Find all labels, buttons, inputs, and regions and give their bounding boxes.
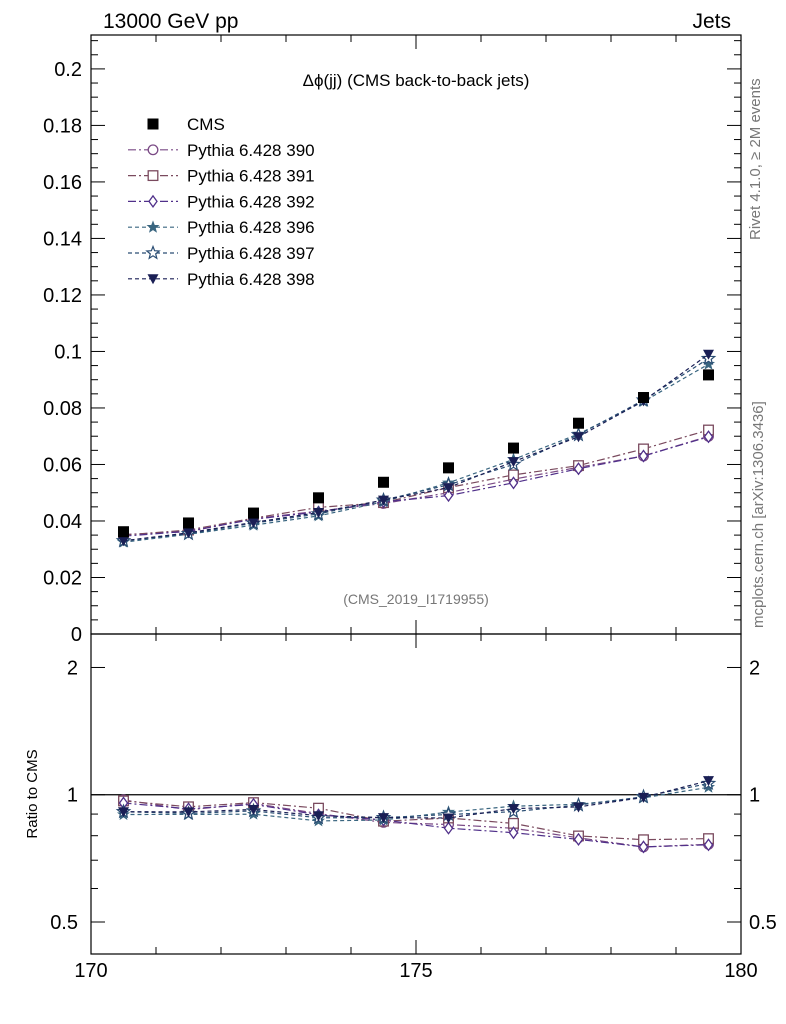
axis-ticks bbox=[90, 35, 742, 954]
legend-item-pythia-6-428-396-label: Pythia 6.428 396 bbox=[187, 218, 315, 237]
x-tick-label: 170 bbox=[74, 960, 107, 982]
legend-item-pythia-6-428-391-marker bbox=[147, 170, 159, 182]
ratio-y-tick-label-right: 2 bbox=[749, 657, 760, 679]
tick-labels: 170 175 180 0 0.02 0.04 0.06 0.08 0.1 0.12 0.14 0.1… bbox=[43, 59, 777, 982]
series-pythia-6-428-390-ratio-line bbox=[123, 799, 709, 848]
legend-item-pythia-6-428-390-marker bbox=[147, 144, 159, 156]
series-pythia-6-428-398-ratio-point bbox=[638, 792, 649, 803]
y-tick-label: 0 bbox=[71, 624, 82, 646]
series-pythia-6-428-391-ratio-line bbox=[123, 800, 709, 841]
mcplots-label: mcplots.cern.ch [arXiv:1306.3436] bbox=[750, 401, 767, 628]
cms-data-point bbox=[638, 392, 649, 404]
series-pythia-6-428-392-line bbox=[123, 436, 709, 537]
legend-item-pythia-6-428-392-label: Pythia 6.428 392 bbox=[187, 192, 315, 211]
cms-data-point bbox=[508, 442, 519, 454]
cms-data-point bbox=[248, 507, 259, 519]
legend-item-pythia-6-428-390-label: Pythia 6.428 390 bbox=[187, 141, 315, 160]
rivet-version-label: Rivet 4.1.0, ≥ 2M events bbox=[747, 78, 764, 240]
legend-item-pythia-6-428-398-marker bbox=[147, 274, 159, 285]
y-tick-label: 0.2 bbox=[54, 59, 82, 81]
series-pythia-6-428-398-ratio-point bbox=[703, 776, 714, 787]
series-pythia-6-428-392-point bbox=[638, 449, 649, 463]
y-tick-label: 0.08 bbox=[43, 398, 82, 420]
ratio-y-tick-label: 0.5 bbox=[50, 912, 78, 934]
series-pythia-6-428-392-point bbox=[443, 488, 454, 503]
cms-data-point bbox=[313, 492, 324, 504]
series-pythia-6-428-398-line bbox=[123, 353, 709, 542]
y-tick-label: 0.14 bbox=[43, 228, 82, 250]
series-pythia-6-428-398-point bbox=[573, 432, 584, 443]
series-pythia-6-428-392-point bbox=[508, 476, 519, 490]
series-pythia-6-428-398-ratio-point bbox=[378, 813, 389, 824]
series-pythia-6-428-398-ratio-point bbox=[508, 804, 519, 815]
x-tick-label: 180 bbox=[724, 960, 757, 982]
series-pythia-6-428-398-point bbox=[703, 349, 714, 360]
cms-data-point bbox=[573, 417, 584, 429]
legend: CMS Pythia 6.428 390 Pythia 6.428 391 Pythi… bbox=[128, 115, 315, 289]
series-pythia-6-428-398-ratio-point bbox=[313, 811, 324, 822]
series-pythia-6-428-398-point bbox=[313, 508, 324, 519]
series-pythia-6-428-398-ratio-point bbox=[183, 807, 194, 818]
series-pythia-6-428-398-point bbox=[443, 483, 454, 494]
y-tick-label: 0.16 bbox=[43, 172, 82, 194]
cms-data-point bbox=[118, 526, 129, 538]
series-pythia-6-428-392-point bbox=[573, 462, 584, 476]
plot-title: Δϕ(jj) (CMS back-to-back jets) bbox=[303, 71, 530, 90]
series-pythia-6-428-396-line bbox=[123, 363, 709, 543]
series-pythia-6-428-396-point bbox=[701, 357, 716, 370]
series-pythia-6-428-397-line bbox=[123, 357, 709, 542]
series-pythia-6-428-392-ratio-point bbox=[573, 832, 584, 846]
ratio-y-tick-label: 2 bbox=[67, 657, 78, 679]
series-pythia-6-428-398-ratio-point bbox=[118, 807, 129, 818]
y-tick-label: 0.12 bbox=[43, 285, 82, 307]
y-tick-label: 0.1 bbox=[54, 341, 82, 363]
legend-item-pythia-6-428-396-marker bbox=[146, 220, 160, 233]
cms-data-point bbox=[703, 369, 714, 381]
series-pythia-6-428-392-ratio-line bbox=[123, 802, 709, 848]
series-pythia-6-428-392-point bbox=[703, 430, 714, 444]
y-tick-label: 0.04 bbox=[43, 511, 82, 533]
header-category-label: Jets bbox=[692, 10, 731, 33]
legend-item-cms-marker bbox=[147, 118, 159, 130]
series-pythia-6-428-391-line bbox=[123, 429, 709, 536]
y-tick-label: 0.18 bbox=[43, 115, 82, 137]
y-tick-label: 0.02 bbox=[43, 567, 82, 589]
series-pythia-6-428-390-line bbox=[123, 435, 709, 536]
legend-item-pythia-6-428-392-marker bbox=[148, 194, 158, 209]
series-pythia-6-428-398-point bbox=[118, 536, 129, 547]
cms-data-point bbox=[378, 476, 389, 488]
series-pythia-6-428-398-point bbox=[248, 517, 259, 528]
series-pythia-6-428-398-point bbox=[378, 495, 389, 506]
series-pythia-6-428-398-ratio-point bbox=[248, 804, 259, 815]
series-pythia-6-428-392-ratio-point bbox=[443, 821, 454, 835]
series-pythia-6-428-398-point bbox=[183, 528, 194, 539]
main-series-layer bbox=[115, 349, 717, 548]
legend-item-pythia-6-428-398-label: Pythia 6.428 398 bbox=[187, 270, 315, 289]
cms-data-point bbox=[183, 517, 194, 529]
analysis-watermark: (CMS_2019_I1719955) bbox=[343, 591, 489, 607]
series-pythia-6-428-398-point bbox=[508, 457, 519, 468]
cms-data-point bbox=[443, 462, 454, 474]
legend-item-pythia-6-428-397-label: Pythia 6.428 397 bbox=[187, 244, 315, 263]
series-pythia-6-428-392-ratio-point bbox=[703, 838, 714, 852]
y-tick-label: 0.06 bbox=[43, 454, 82, 476]
ratio-series-layer bbox=[115, 775, 717, 854]
legend-item-cms-label: CMS bbox=[187, 115, 225, 134]
ratio-y-tick-label-right: 1 bbox=[749, 785, 760, 807]
ratio-y-tick-label-right: 0.5 bbox=[749, 912, 777, 934]
ratio-y-tick-label: 1 bbox=[67, 785, 78, 807]
ratio-axis-label: Ratio to CMS bbox=[24, 749, 41, 838]
header-energy-label: 13000 GeV pp bbox=[103, 10, 238, 33]
legend-item-pythia-6-428-397-marker bbox=[145, 244, 161, 260]
legend-item-pythia-6-428-391-label: Pythia 6.428 391 bbox=[187, 167, 315, 186]
series-pythia-6-428-398-ratio-point bbox=[443, 813, 454, 824]
series-pythia-6-428-392-ratio-point bbox=[638, 840, 649, 854]
series-pythia-6-428-392-ratio-point bbox=[508, 826, 519, 840]
series-pythia-6-428-396-ratio-line bbox=[123, 786, 709, 822]
series-pythia-6-428-398-ratio-point bbox=[573, 802, 584, 813]
x-tick-label: 175 bbox=[399, 960, 432, 982]
